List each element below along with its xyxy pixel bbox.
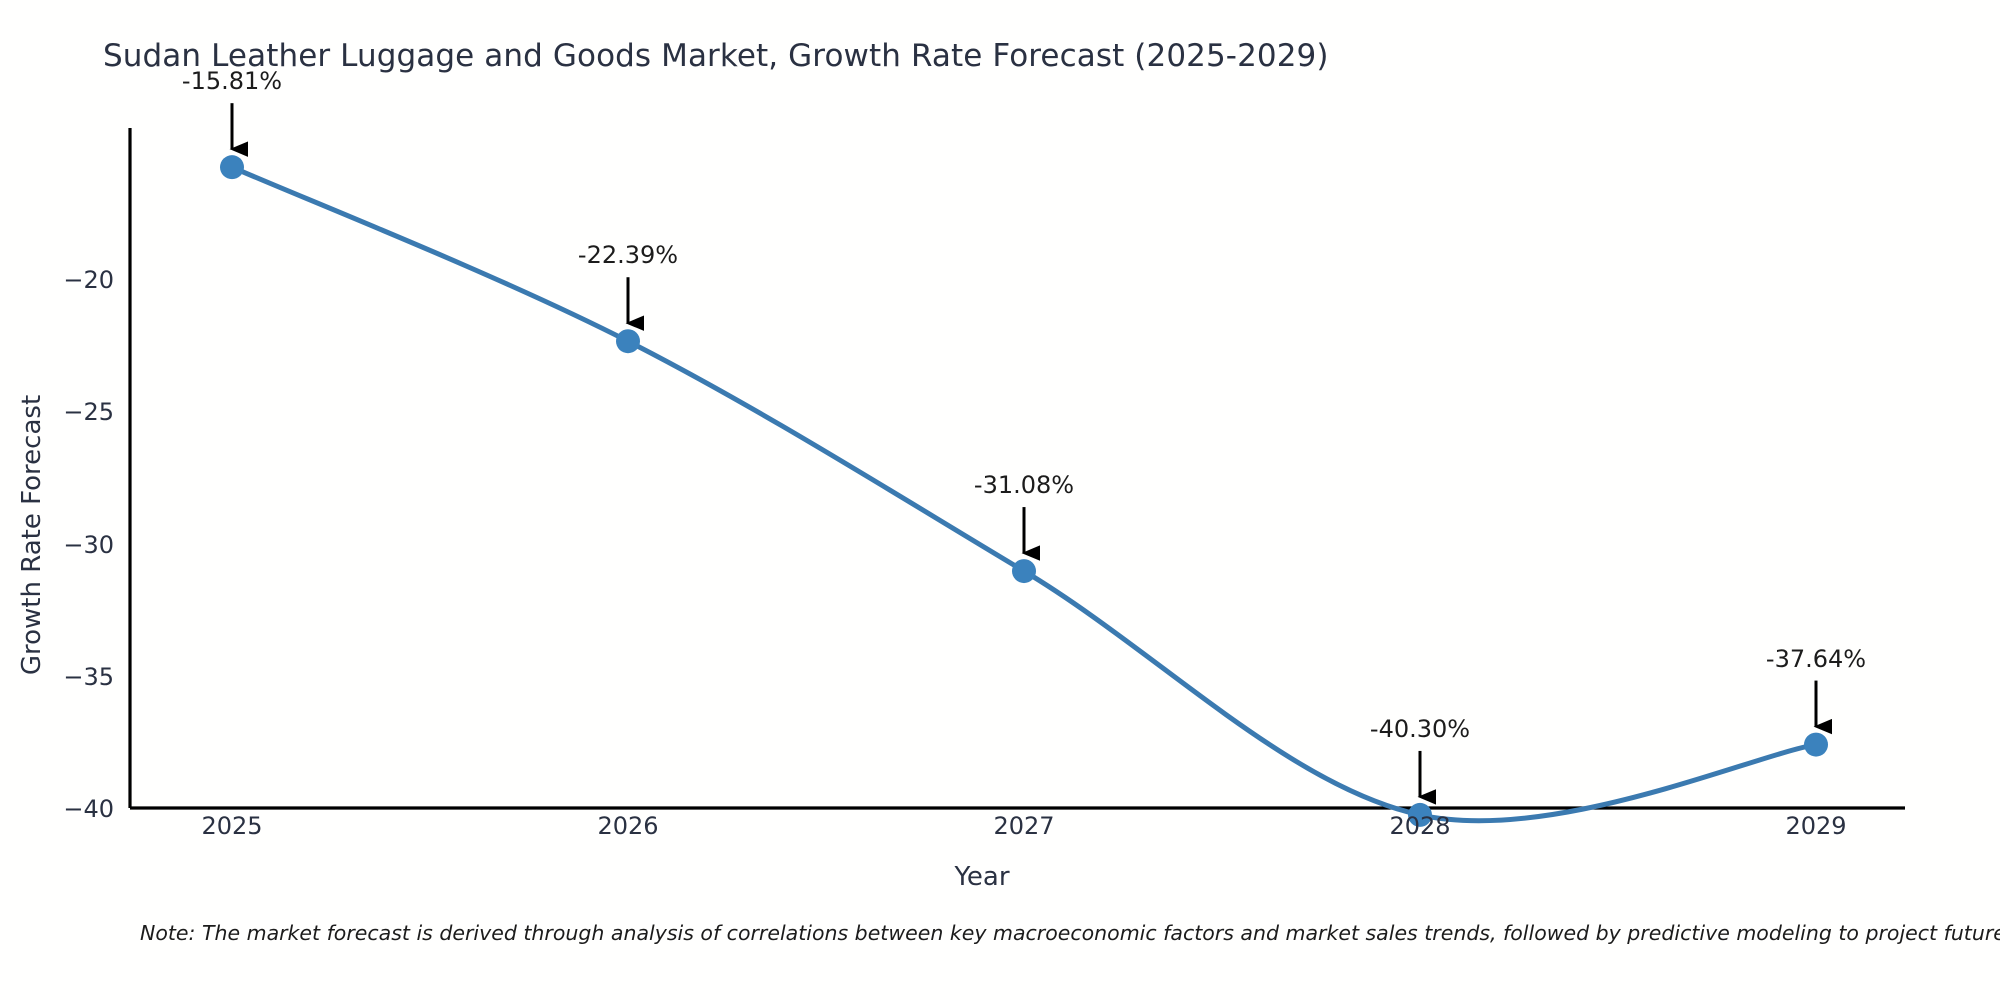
y-tick-label: −20	[63, 266, 114, 294]
data-point-annotation: -15.81%	[181, 67, 283, 96]
x-tick-label: 2025	[201, 812, 263, 840]
data-point-marker[interactable]	[1012, 559, 1036, 584]
y-tick-label: −35	[63, 663, 114, 691]
data-point-marker[interactable]	[616, 329, 640, 354]
axis-spines	[128, 128, 1905, 810]
x-tick-label: 2027	[993, 812, 1055, 840]
y-tick-label: −30	[63, 531, 114, 559]
x-tick-label: 2028	[1389, 812, 1451, 840]
data-point-annotation: -40.30%	[1369, 714, 1471, 743]
data-point-marker[interactable]	[1408, 802, 1432, 827]
y-tick-label: −40	[63, 795, 114, 823]
chart-title: Sudan Leather Luggage and Goods Market, …	[103, 38, 1329, 74]
y-axis-ticks: −20 −25 −30 −35 −40	[0, 0, 114, 1000]
y-axis-label: Growth Rate Forecast	[17, 394, 47, 676]
x-tick-label: 2026	[597, 812, 659, 840]
annotation-arrows	[229, 103, 1833, 805]
data-point-annotation: -31.08%	[973, 471, 1075, 500]
x-tick-label: 2029	[1785, 812, 1847, 840]
x-axis-label: Year	[0, 862, 2000, 892]
data-point-marker[interactable]	[220, 155, 244, 180]
data-point-annotation: -37.64%	[1765, 644, 1867, 673]
data-point-marker[interactable]	[1804, 732, 1828, 757]
data-point-annotation: -22.39%	[577, 241, 679, 270]
chart-note: Note: The market forecast is derived thr…	[140, 921, 2000, 945]
x-axis-label-text: Year	[954, 862, 1010, 892]
y-tick-label: −25	[63, 398, 114, 426]
data-point-markers	[220, 155, 1828, 827]
